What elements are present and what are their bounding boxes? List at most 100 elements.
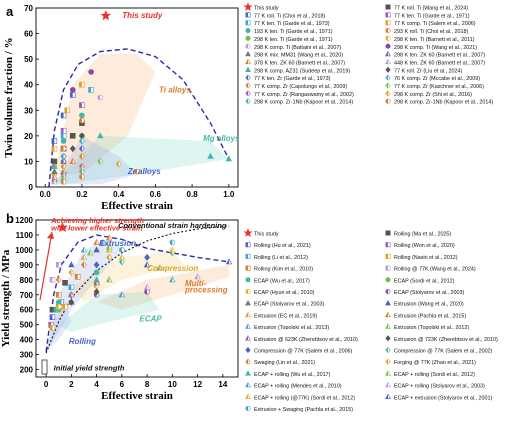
data-point-b-2-0 [49, 314, 56, 320]
y-tick-label-b-5: 700 [20, 291, 34, 300]
data-point-b-4-1 [68, 284, 75, 291]
data-point-a-2-0 [51, 138, 58, 144]
annotation-b-1: with lower effective strain [51, 223, 143, 232]
panel-label-b: b [6, 211, 14, 226]
annotation-b-4: Compression [147, 264, 198, 273]
legend-marker-b-5 [385, 253, 391, 259]
data-point-b-24-0 [93, 276, 100, 283]
y-axis-title-a: Twin volume fraction / % [3, 37, 15, 157]
legend-label-a-25: 298 K comp. Zr-1Nb (Kapoor et al., 2014) [394, 100, 493, 106]
x-tick-label-b-6: 12 [193, 380, 202, 389]
legend-label-b-23: Forging @ 77K (Zhao et al., 2021) [394, 360, 476, 366]
annotation-a-3: Zr alloys [127, 167, 161, 176]
legend-label-b-5: Rolling (Nasiri et al., 2012) [394, 255, 458, 261]
data-point-b-8-1 [93, 269, 100, 276]
legend-marker-a-18 [245, 74, 251, 81]
legend-marker-a-12 [245, 50, 251, 57]
legend-marker-b-20 [245, 346, 251, 354]
y-tick-label-a-2: 20 [24, 132, 33, 141]
legend-label-a-24: 298 K comp. Zr-1Nb (Kapoor et al., 2014) [254, 100, 353, 106]
data-point-a-6-1 [79, 112, 85, 119]
legend-marker-a-22 [245, 90, 251, 97]
y-tick-label-b-10: 1200 [15, 216, 33, 225]
legend-marker-b-28 [245, 393, 251, 399]
y-tick-label-b-7: 900 [20, 261, 34, 270]
hardening-curve [45, 225, 230, 354]
legend-label-b-17: Extrusion (Topolski et al., 2012) [394, 325, 469, 331]
data-point-a-16-1 [97, 132, 104, 139]
plot-frame-b [35, 219, 239, 378]
y-tick-label-b-2: 400 [20, 336, 34, 345]
data-point-a-11-1 [88, 69, 94, 75]
legend-marker-a-14 [245, 58, 251, 65]
legend-marker-b-9 [385, 277, 391, 283]
legend-marker-b-14 [245, 311, 251, 318]
x-tick-label-a-0: 0.0 [40, 190, 52, 199]
annotation-b-0: Achieving higher strength [50, 216, 144, 225]
y-tick-label-a-3: 30 [24, 106, 33, 115]
y-tick-label-b-3: 500 [20, 321, 34, 330]
legend-marker-a-11 [385, 43, 391, 49]
data-point-b-15-1 [105, 234, 113, 241]
legend-marker-b-4 [245, 253, 251, 259]
x-tick-label-b-2: 4 [94, 380, 99, 389]
legend-marker-b-0 [243, 228, 253, 237]
legend-label-a-3: 77 K ten. Ti (Garde et al., 1971) [394, 13, 470, 19]
region-a-1 [54, 135, 229, 185]
x-tick-label-b-4: 8 [145, 380, 150, 389]
y-tick-label-b-0: 200 [20, 366, 34, 375]
strength-arrowhead [47, 232, 54, 239]
legend-label-b-14: Extrusion (EC et al., 2019) [254, 313, 317, 319]
legend-a: This study 77 K roll. Ti (Wang et al., 20… [243, 2, 493, 106]
legend-label-a-4: 77 K ten. Ti (Garde et al., 1973) [254, 21, 330, 27]
data-point-b-28-0 [118, 253, 126, 260]
legend-marker-a-8 [245, 35, 251, 41]
annotation-b-9: Initial yield strength [54, 363, 125, 372]
legend-marker-a-1 [385, 4, 391, 10]
region-b-3 [58, 291, 160, 333]
data-point-a-2-1 [60, 112, 67, 119]
data-point-a-25-2 [134, 168, 140, 175]
y-tick-label-a-6: 60 [24, 30, 33, 39]
legend-label-b-12: ECAP (Stolyarov et al., 2003) [254, 302, 325, 308]
data-point-a-10-1 [97, 94, 104, 101]
legend-label-a-22: 77 K comp. Zr (Rangaswamy et al., 2002) [254, 92, 354, 98]
data-point-a-0-0 [100, 10, 112, 21]
legend-marker-b-22 [245, 358, 251, 365]
data-point-a-20-1 [79, 152, 85, 160]
legend-marker-b-19 [385, 335, 391, 342]
data-point-b-7-1 [55, 262, 62, 268]
x-tick-label-a-2: 0.4 [113, 190, 125, 199]
data-point-b-6-1 [74, 274, 81, 280]
region-b-2 [96, 264, 230, 310]
legend-marker-b-23 [385, 358, 391, 365]
data-point-a-3-1 [79, 102, 85, 108]
data-point-b-18-0 [68, 291, 75, 298]
data-point-b-6-0 [55, 291, 62, 298]
legend-marker-a-4 [245, 20, 251, 26]
data-point-a-19-0 [60, 152, 67, 160]
legend-label-a-15: 448 K ten. ZK 60 (Barnett et al., 2007) [394, 60, 485, 66]
legend-marker-b-25 [385, 370, 391, 376]
data-point-b-7-0 [49, 277, 56, 283]
data-point-b-30-0 [119, 247, 125, 253]
legend-label-b-4: Rolling (Li et al., 2012) [254, 255, 308, 261]
legend-label-b-0: This study [254, 232, 279, 238]
data-point-b-25-0 [105, 276, 113, 283]
legend-label-a-16: 298 K comp. AZ31 (Sudeep et al., 2019) [254, 68, 350, 74]
data-point-b-30-1 [169, 239, 176, 246]
legend-marker-b-12 [245, 300, 251, 306]
data-point-b-13-1 [93, 246, 100, 253]
legend-marker-b-18 [245, 335, 251, 341]
legend-label-a-1: 77 K roll. Ti (Wang et al., 2024) [394, 6, 468, 12]
data-point-b-29-1 [225, 258, 233, 265]
legend-label-a-5: 77 K comp. Ti (Salem et al., 2006) [394, 21, 476, 27]
legend-marker-a-21 [385, 82, 391, 89]
legend-marker-b-16 [245, 323, 251, 329]
legend-marker-a-2 [245, 12, 251, 18]
y-tick-label-a-4: 40 [24, 81, 33, 90]
annotation-a-1: Ti alloys [159, 85, 191, 94]
legend-label-a-19: 76 K comp. Zr (Mccabe et al., 2009) [394, 76, 480, 82]
legend-marker-b-13 [385, 300, 391, 306]
region-b-1 [71, 251, 185, 303]
